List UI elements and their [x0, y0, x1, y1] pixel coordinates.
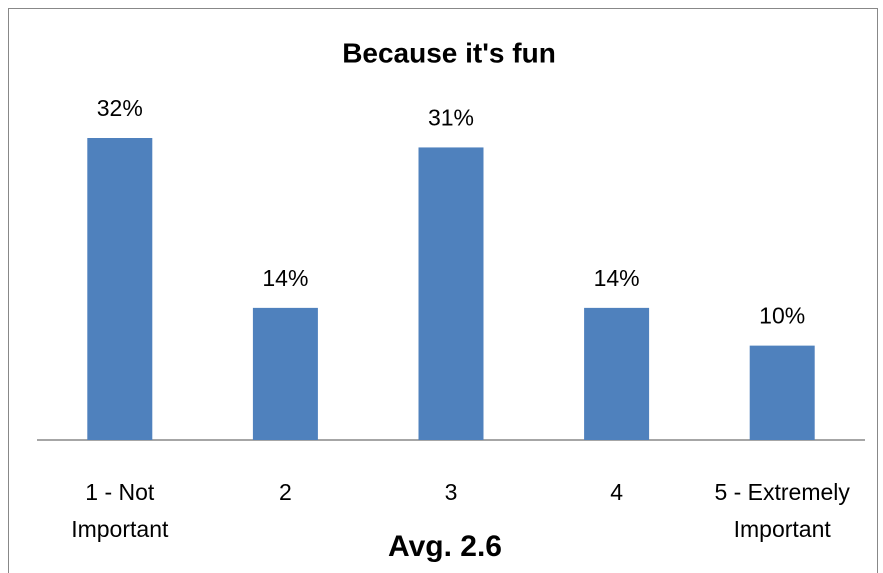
- data-label: 10%: [759, 303, 805, 329]
- bar: [87, 138, 153, 440]
- data-label: 14%: [262, 265, 308, 291]
- x-tick-label: 4: [610, 479, 623, 505]
- bar: [418, 147, 484, 440]
- bar: [584, 307, 650, 440]
- chart-border: [8, 8, 878, 573]
- x-tick-label: 5 - Extremely Important: [714, 479, 850, 542]
- chart-title: Because it's fun: [342, 37, 556, 68]
- x-tick-label: 3: [444, 479, 458, 505]
- data-label: 31%: [428, 105, 474, 131]
- x-tick-label: 2: [278, 479, 292, 505]
- data-label: 14%: [594, 265, 640, 291]
- data-label: 32%: [97, 95, 143, 121]
- bar: [252, 307, 318, 440]
- annotation: Avg. 2.6: [388, 530, 502, 563]
- bar: [749, 345, 815, 440]
- x-tick-label: 1 - Not Important: [71, 479, 169, 542]
